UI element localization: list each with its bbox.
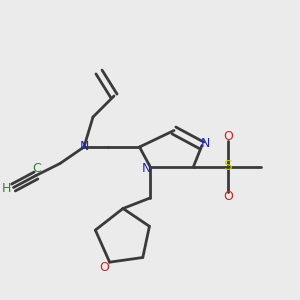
Text: S: S <box>224 160 232 173</box>
Text: C: C <box>32 162 41 176</box>
Text: N: N <box>201 136 211 150</box>
Text: O: O <box>223 130 233 143</box>
Text: N: N <box>79 140 89 153</box>
Text: N: N <box>141 162 151 176</box>
Text: O: O <box>223 190 233 203</box>
Text: H: H <box>2 182 12 196</box>
Text: O: O <box>99 261 109 274</box>
